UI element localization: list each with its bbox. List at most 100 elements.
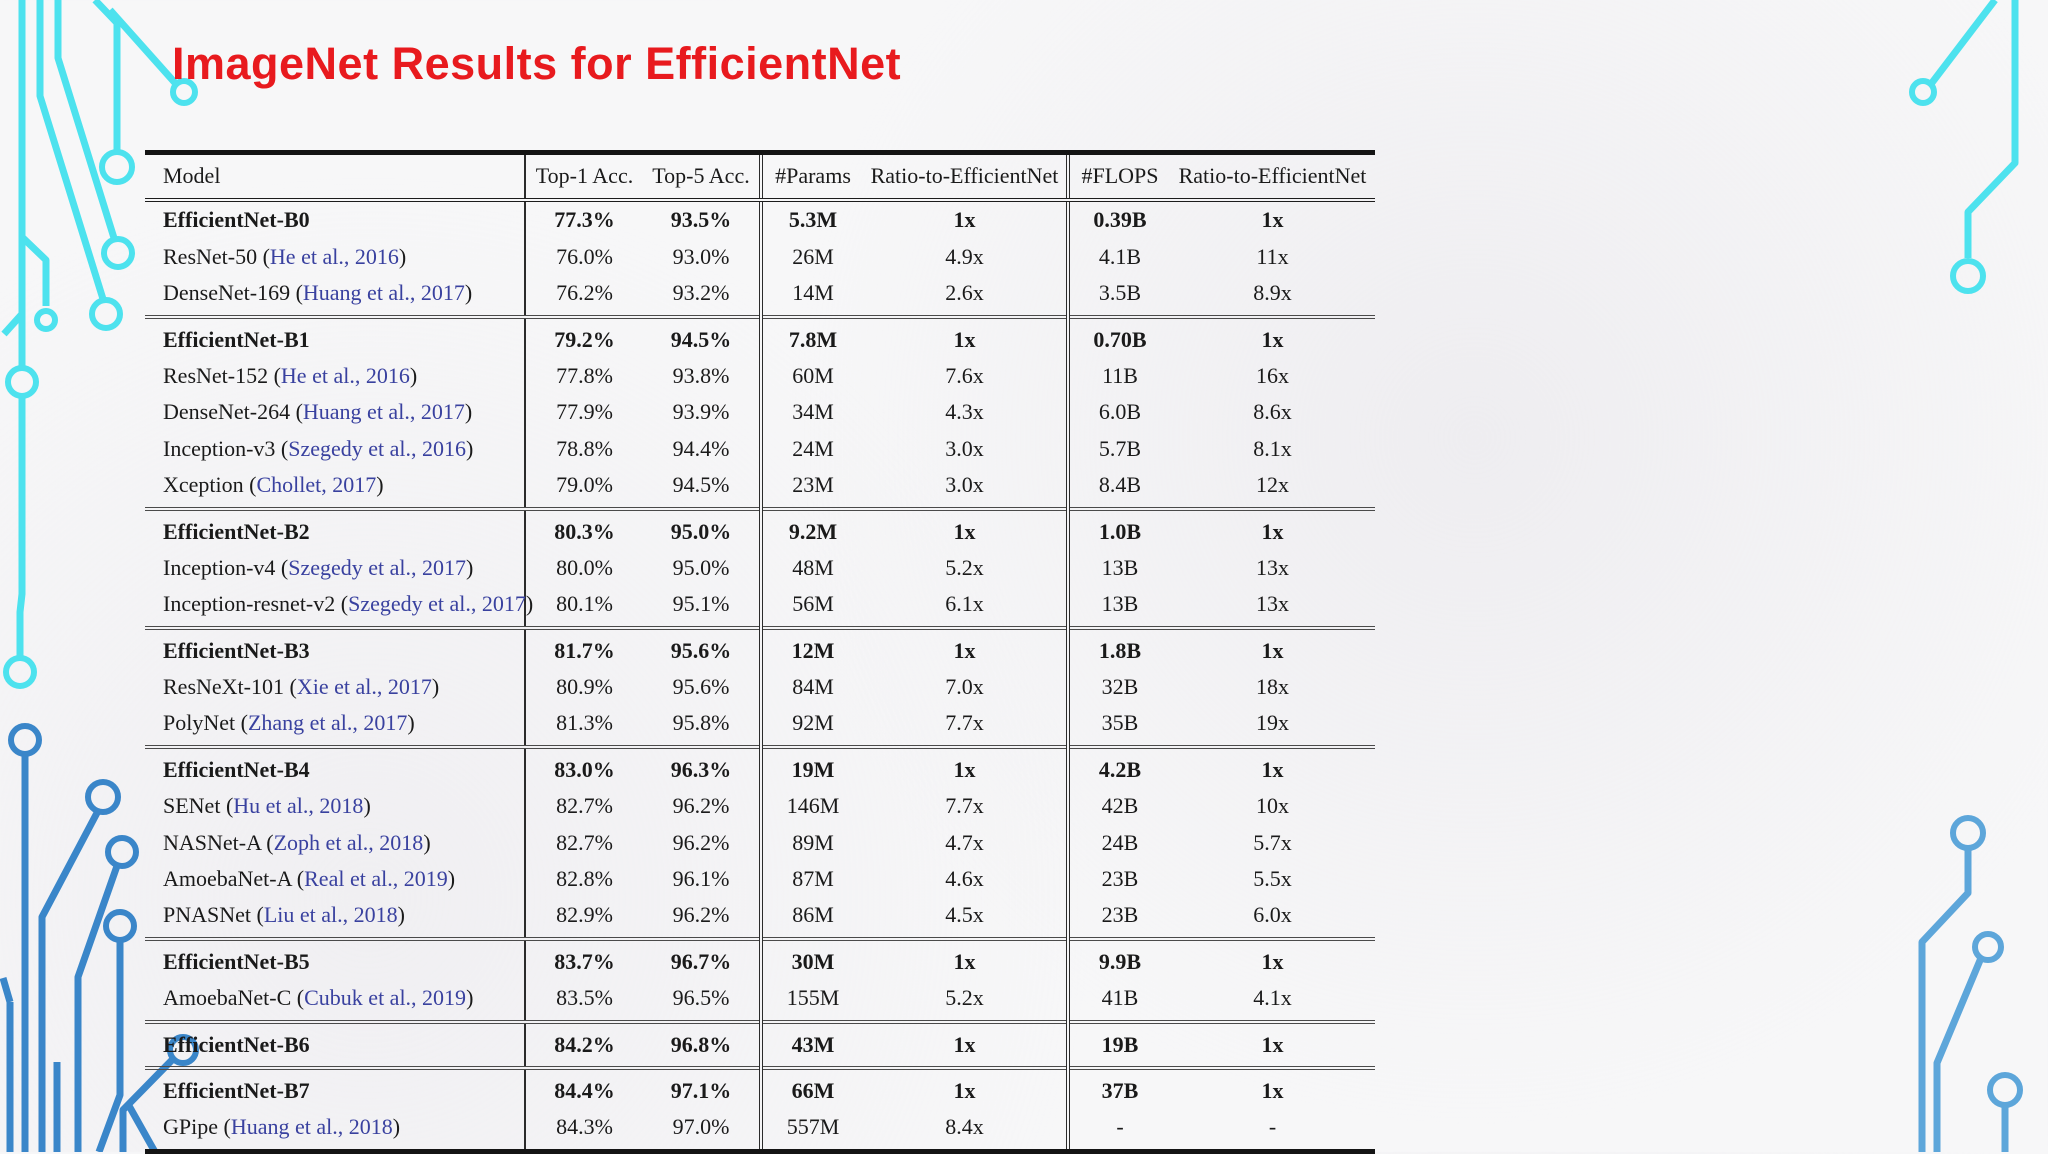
top1-acc-cell: 82.9% <box>524 897 643 939</box>
params-cell: 155M <box>759 980 863 1022</box>
params-cell: 56M <box>759 586 863 628</box>
flops-ratio-cell: 10x <box>1256 793 1289 819</box>
column-header: Model <box>145 152 525 203</box>
flops-cell: 19B <box>1066 1019 1170 1068</box>
top1-acc-cell: 82.7% <box>524 824 643 862</box>
model-name: EfficientNet-B3 <box>163 637 310 663</box>
params-ratio-cell: 1x <box>863 314 1068 358</box>
top1-acc-cell: 82.8% <box>524 861 643 898</box>
top5-acc-cell: 93.5% <box>670 207 732 233</box>
params-cell: 14M <box>759 275 863 317</box>
model-name-cell: DenseNet-169 (Huang et al., 2017) <box>163 280 473 306</box>
flops-cell: 3.5B <box>1066 275 1170 317</box>
table-row: NASNet-A (Zoph et al., 2018) 82.7% 96.2% 89… <box>145 824 1375 862</box>
params-cell: 34M <box>759 394 863 431</box>
table-row: PolyNet (Zhang et al., 2017) 81.3% 95.8% 92… <box>145 705 1375 747</box>
column-header: Ratio-to-EfficientNet <box>1170 152 1375 203</box>
top1-acc-cell: 77.8% <box>524 357 643 395</box>
table-row: EfficientNet-B6 84.2% 96.8% 43M 1x 19B 1x <box>145 1019 1375 1068</box>
table-row: ResNeXt-101 (Xie et al., 2017) 80.9% 95.6%… <box>145 669 1375 706</box>
top1-acc-cell: 80.1% <box>524 586 643 628</box>
top1-acc-cell: 76.2% <box>524 275 643 317</box>
params-ratio-cell: 6.1x <box>945 591 984 617</box>
flops-cell: 0.70B <box>1066 314 1170 358</box>
model-name-cell: EfficientNet-B2 <box>145 506 525 550</box>
model-name-cell: EfficientNet-B0 <box>145 200 525 238</box>
model-name: PolyNet <box>163 710 236 736</box>
top5-acc-cell: 94.4% <box>672 435 730 461</box>
params-ratio-cell: 2.6x <box>945 280 984 306</box>
top5-acc-cell: 96.5% <box>672 985 730 1011</box>
top1-acc-cell: 83.5% <box>524 980 643 1022</box>
table-row: EfficientNet-B0 77.3% 93.5% 5.3M 1x 0.39B 1x <box>145 200 1375 239</box>
model-name: EfficientNet-B0 <box>163 207 310 233</box>
citation: Hu et al., 2018 <box>233 793 364 819</box>
params-cell: 92M <box>759 705 863 747</box>
model-name-cell: GPipe (Huang et al., 2018) <box>163 1114 401 1140</box>
params-cell: 43M <box>759 1019 863 1068</box>
table-body: EfficientNet-B0 77.3% 93.5% 5.3M 1x 0.39B 1x Re… <box>145 200 1375 1152</box>
top1-acc-cell: 80.0% <box>524 549 643 587</box>
citation: He et al., 2016 <box>269 243 399 269</box>
citation: Real et al., 2019 <box>304 866 448 892</box>
flops-cell: 4.2B <box>1066 744 1170 789</box>
model-name: Inception-resnet-v2 <box>163 591 336 617</box>
model-name-cell: Xception (Chollet, 2017) <box>163 472 384 498</box>
model-name-cell: PolyNet (Zhang et al., 2017) <box>163 710 415 736</box>
flops-ratio-cell: 18x <box>1256 674 1289 700</box>
top1-acc-cell: 81.3% <box>524 705 643 747</box>
params-ratio-cell: 7.7x <box>945 710 984 736</box>
model-name: EfficientNet-B2 <box>163 518 310 544</box>
table-row: GPipe (Huang et al., 2018) 84.3% 97.0% 557M… <box>145 1109 1375 1152</box>
citation: Zhang et al., 2017 <box>247 710 408 736</box>
top1-acc-cell: 78.8% <box>524 430 643 468</box>
params-ratio-cell: 4.5x <box>945 902 984 928</box>
model-name: ResNeXt-101 <box>163 674 284 700</box>
results-table: Model Top-1 Acc. Top-5 Acc. #Params Ratio-to… <box>145 150 1375 1154</box>
top1-acc-cell: 84.4% <box>524 1065 643 1110</box>
model-name: ResNet-152 <box>163 362 269 388</box>
top1-acc-cell: 77.9% <box>524 394 643 431</box>
table-row: AmoebaNet-A (Real et al., 2019) 82.8% 96.1… <box>145 861 1375 898</box>
circuit-board-decoration-top-right-icon <box>1909 0 2019 294</box>
flops-cell: - <box>1066 1109 1170 1152</box>
citation: Zoph et al., 2018 <box>273 829 424 855</box>
table-row: ResNet-50 (He et al., 2016) 76.0% 93.0% 26M… <box>145 238 1375 276</box>
params-cell: 86M <box>759 897 863 939</box>
params-ratio-cell: 7.6x <box>945 362 984 388</box>
table-header: Model Top-1 Acc. Top-5 Acc. #Params Ratio-to… <box>145 152 1375 203</box>
top5-acc-cell: 93.8% <box>672 362 730 388</box>
top1-acc-cell: 79.0% <box>524 467 643 509</box>
table-row: EfficientNet-B7 84.4% 97.1% 66M 1x 37B 1x <box>145 1065 1375 1110</box>
params-cell: 19M <box>759 744 863 789</box>
params-ratio-cell: 3.0x <box>945 472 984 498</box>
model-name-cell: Inception-v4 (Szegedy et al., 2017) <box>163 554 474 580</box>
params-cell: 12M <box>759 625 863 670</box>
citation: He et al., 2016 <box>280 362 410 388</box>
params-cell: 84M <box>759 669 863 706</box>
top5-acc-cell: 96.2% <box>672 829 730 855</box>
table-row: DenseNet-169 (Huang et al., 2017) 76.2% 93… <box>145 275 1375 317</box>
citation: Huang et al., 2017 <box>302 280 465 306</box>
table-row: EfficientNet-B1 79.2% 94.5% 7.8M 1x 0.70B 1x <box>145 314 1375 358</box>
top5-acc-cell: 95.0% <box>643 506 761 550</box>
table-row: SENet (Hu et al., 2018) 82.7% 96.2% 146M 7.7… <box>145 788 1375 825</box>
params-ratio-cell: 1x <box>863 506 1068 550</box>
params-ratio-cell: 5.2x <box>945 985 984 1011</box>
params-ratio-cell: 1x <box>863 936 1068 981</box>
params-cell: 48M <box>759 549 863 587</box>
flops-ratio-cell: 5.7x <box>1253 829 1292 855</box>
model-name-cell: AmoebaNet-C (Cubuk et al., 2019) <box>163 985 474 1011</box>
params-cell: 7.8M <box>759 314 863 358</box>
model-name-cell: DenseNet-264 (Huang et al., 2017) <box>163 399 473 425</box>
params-cell: 146M <box>759 788 863 825</box>
model-name-cell: NASNet-A (Zoph et al., 2018) <box>163 829 431 855</box>
params-cell: 66M <box>759 1065 863 1110</box>
model-name: SENet <box>163 793 221 819</box>
params-cell: 557M <box>759 1109 863 1152</box>
flops-cell: 32B <box>1066 669 1170 706</box>
table-row: Inception-resnet-v2 (Szegedy et al., 201… <box>145 586 1375 628</box>
model-name: AmoebaNet-A <box>163 866 292 892</box>
model-name-cell: EfficientNet-B1 <box>145 314 525 358</box>
model-name: DenseNet-169 <box>163 280 291 306</box>
